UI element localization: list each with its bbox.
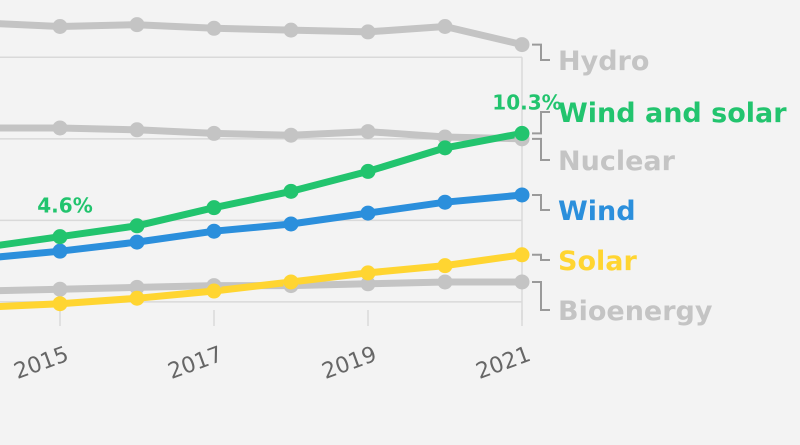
annotation-2021: 10.3% [492, 90, 561, 114]
point-bioenergy-2019 [360, 276, 376, 292]
point-wind-2020 [437, 194, 453, 210]
point-nuclear-2019 [360, 124, 376, 140]
point-wind-2017 [206, 223, 222, 239]
point-solar-2018 [283, 274, 299, 290]
point-nuclear-2018 [283, 127, 299, 143]
connector-nuclear [532, 137, 550, 161]
x-tick-label-2019: 2019 [319, 342, 380, 385]
series-labels: Hydro Nuclear Wind and solar Wind Solar Bioen… [532, 43, 787, 327]
point-nuclear-2020 [437, 129, 453, 145]
point-wind-and-solar-2015 [52, 229, 68, 245]
point-wind-2018 [283, 216, 299, 232]
point-hydro-2020 [437, 18, 453, 34]
connector-wind [532, 193, 550, 211]
line-nuclear [0, 124, 526, 143]
series-label-bioenergy: Bioenergy [558, 296, 713, 327]
series-label-solar: Solar [558, 246, 637, 277]
point-nuclear-2016 [129, 122, 145, 138]
point-bioenergy-2021 [514, 274, 530, 290]
point-solar-2017 [206, 283, 222, 299]
point-bioenergy-2015 [52, 281, 68, 297]
x-axis-ticks: 2015 2017 2019 2021 [11, 342, 534, 385]
point-wind-2015 [52, 243, 68, 259]
point-wind-and-solar-2019 [360, 163, 376, 179]
series-label-nuclear: Nuclear [558, 146, 676, 177]
line-wind-and-solar [0, 129, 526, 249]
x-tick-label-2021: 2021 [473, 342, 534, 385]
annotation-2015: 4.6% [37, 194, 92, 218]
point-solar-2019 [360, 265, 376, 281]
point-hydro-2021 [514, 37, 530, 53]
point-solar-2016 [129, 290, 145, 306]
x-tick-label-2015: 2015 [11, 342, 72, 385]
connector-hydro [532, 43, 550, 61]
point-nuclear-2017 [206, 125, 222, 141]
point-wind-2021 [514, 187, 530, 203]
point-wind-2016 [129, 234, 145, 250]
connector-bioenergy [532, 280, 550, 311]
line-solar [0, 251, 526, 311]
annotations: 4.6% 10.3% [37, 90, 561, 217]
series-points [52, 17, 530, 312]
point-wind-and-solar-2020 [437, 140, 453, 156]
point-wind-2019 [360, 205, 376, 221]
connector-wind-and-solar [532, 111, 550, 135]
point-hydro-2019 [360, 24, 376, 40]
point-wind-and-solar-2017 [206, 200, 222, 216]
series-label-hydro: Hydro [558, 46, 649, 77]
point-wind-and-solar-2021 [514, 125, 530, 141]
point-hydro-2015 [52, 18, 68, 34]
point-solar-2015 [52, 296, 68, 312]
point-bioenergy-2020 [437, 274, 453, 290]
point-hydro-2018 [283, 22, 299, 38]
point-nuclear-2015 [52, 120, 68, 136]
point-solar-2021 [514, 247, 530, 263]
x-tick-label-2017: 2017 [165, 342, 226, 385]
point-wind-and-solar-2016 [129, 218, 145, 234]
point-hydro-2017 [206, 20, 222, 36]
line-hydro [0, 20, 526, 49]
connector-solar [532, 253, 550, 261]
series-label-wind: Wind [558, 196, 636, 227]
point-bioenergy-2016 [129, 279, 145, 295]
point-solar-2020 [437, 258, 453, 274]
point-hydro-2016 [129, 17, 145, 33]
series-label-wind-and-solar: Wind and solar [558, 98, 787, 129]
series-lines [0, 20, 526, 311]
point-wind-and-solar-2018 [283, 183, 299, 199]
line-wind [0, 191, 526, 261]
